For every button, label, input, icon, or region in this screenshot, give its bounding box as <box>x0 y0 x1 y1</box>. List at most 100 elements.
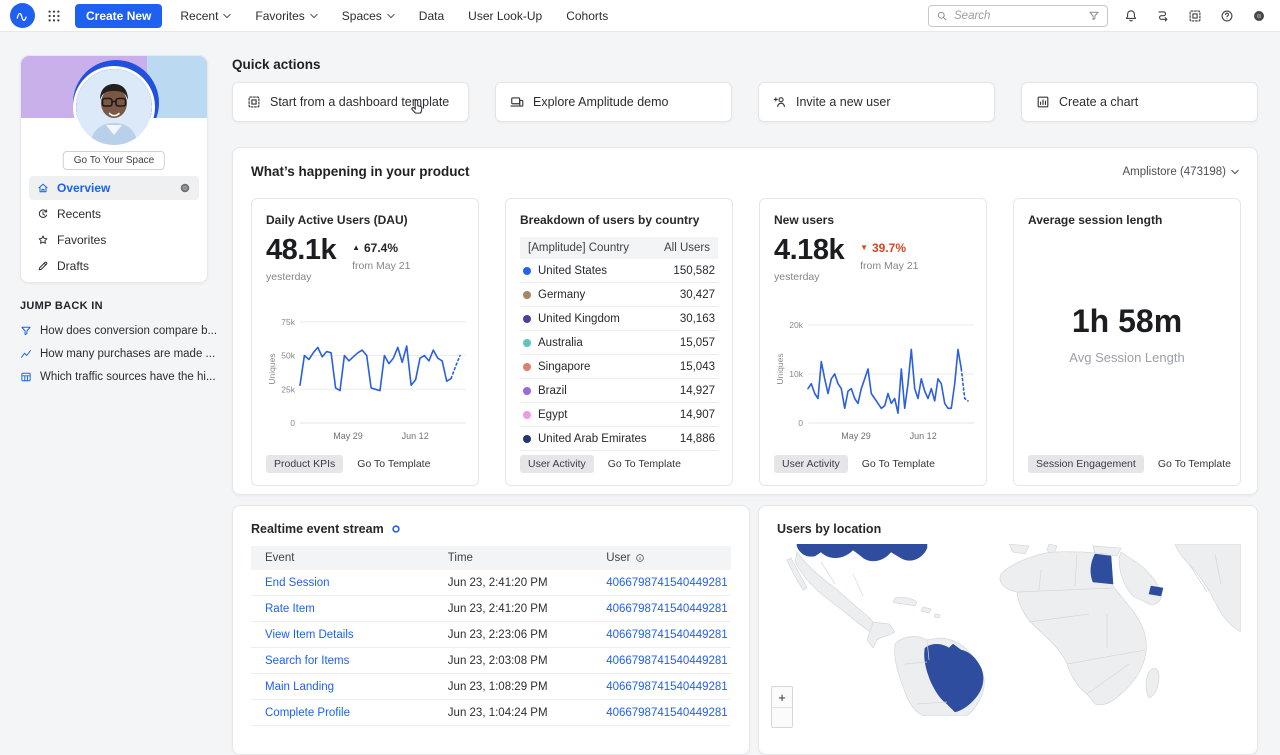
sidebar-item-drafts[interactable]: Drafts <box>29 254 199 278</box>
map-zoom-in-button[interactable]: + <box>772 687 792 707</box>
nav-item-spaces[interactable]: Spaces <box>342 9 395 23</box>
user-id-link[interactable]: 4066798741540449281 <box>606 681 728 693</box>
new-users-go-to-template-link[interactable]: Go To Template <box>862 458 935 470</box>
time-cell: Jun 23, 2:41:20 PM <box>448 603 606 615</box>
sidebar-item-label: Overview <box>57 181 110 195</box>
country-go-to-template-link[interactable]: Go To Template <box>608 458 681 470</box>
nav-item-recent[interactable]: Recent <box>180 9 231 23</box>
event-row: Search for ItemsJun 23, 2:03:08 PM406679… <box>251 648 731 674</box>
country-value: 30,427 <box>680 289 715 301</box>
search-input[interactable] <box>954 10 1082 22</box>
apps-grid-icon[interactable] <box>47 9 61 23</box>
help-icon[interactable] <box>1220 9 1234 23</box>
pencil-icon <box>37 260 49 272</box>
time-cell: Jun 23, 2:23:06 PM <box>448 629 606 641</box>
event-link[interactable]: Search for Items <box>265 655 349 667</box>
session-go-to-template-link[interactable]: Go To Template <box>1158 458 1231 470</box>
sidebar-item-favorites[interactable]: Favorites <box>29 228 199 252</box>
nav-item-user-look-up[interactable]: User Look-Up <box>468 9 542 23</box>
country-name: Australia <box>523 337 583 349</box>
country-row: Brazil 14,927 <box>520 379 718 403</box>
user-id-link[interactable]: 4066798741540449281 <box>606 629 728 641</box>
nav-item-data[interactable]: Data <box>419 9 444 23</box>
settings-icon[interactable] <box>1252 9 1266 23</box>
sidebar-item-recents[interactable]: Recents <box>29 202 199 226</box>
time-cell: Jun 23, 1:08:29 PM <box>448 681 606 693</box>
event-row: End Session Jun 23, 2:41:20 PM40667987415… <box>251 570 731 596</box>
demo-icon <box>510 95 524 109</box>
templates-icon[interactable] <box>1188 9 1202 23</box>
svg-text:Jun 12: Jun 12 <box>402 431 429 441</box>
dau-badge: Product KPIs <box>266 455 343 473</box>
caret-down-icon: ▼ <box>860 244 868 252</box>
search-box[interactable] <box>928 5 1108 27</box>
info-icon[interactable] <box>635 553 645 563</box>
dau-line-chart: 025k50k75kUniquesMay 29Jun 12 <box>266 305 464 452</box>
map-zoom-out-button[interactable] <box>772 707 792 727</box>
country-name: Brazil <box>523 385 567 397</box>
dau-change-caption: from May 21 <box>352 260 410 272</box>
nav-item-favorites[interactable]: Favorites <box>255 9 317 23</box>
svg-text:Jun 12: Jun 12 <box>910 431 937 441</box>
event-cell: End Session <box>251 577 448 589</box>
new-users-card: New users 4.18k yesterday ▼ 39.7% from M… <box>759 198 987 486</box>
project-selector[interactable]: Amplistore (473198) <box>1122 166 1239 178</box>
amplitude-logo-icon[interactable] <box>10 3 35 28</box>
journeys-icon[interactable] <box>1156 9 1170 23</box>
nav-item-label: Favorites <box>255 9 304 23</box>
country-row: Egypt14,907 <box>520 403 718 427</box>
event-link[interactable]: Main Landing <box>265 681 334 693</box>
time-cell: Jun 23, 2:41:20 PM <box>448 577 606 589</box>
whats-happening-panel: What’s happening in your product Amplist… <box>232 147 1258 495</box>
bell-icon[interactable] <box>1124 9 1138 23</box>
user-id-link[interactable]: 4066798741540449281 <box>606 577 728 589</box>
jump-back-item-label: Which traffic sources have the hi... <box>40 371 216 383</box>
user-id-link[interactable]: 4066798741540449281 <box>606 707 728 719</box>
jump-back-item-1[interactable]: How many purchases are made ... <box>20 348 220 360</box>
sidebar-item-overview[interactable]: Overview <box>29 176 199 200</box>
jump-back-item-2[interactable]: Which traffic sources have the hi... <box>20 371 220 383</box>
sidebar-menu: Overview RecentsFavorites Drafts <box>29 176 199 280</box>
dau-value: 48.1k <box>266 236 336 265</box>
avatar[interactable] <box>76 69 152 145</box>
country-name: Singapore <box>523 361 590 373</box>
world-map[interactable] <box>777 544 1241 716</box>
dau-value-caption: yesterday <box>266 271 336 283</box>
quick-action-create-a-chart[interactable]: Create a chart <box>1021 82 1258 122</box>
nav-item-cohorts[interactable]: Cohorts <box>566 9 608 23</box>
quick-action-explore-amplitude-demo[interactable]: Explore Amplitude demo <box>495 82 732 122</box>
filter-icon[interactable] <box>1088 10 1100 22</box>
country-value: 15,043 <box>680 361 715 373</box>
sidebar-item-label: Drafts <box>57 259 89 273</box>
dau-go-to-template-link[interactable]: Go To Template <box>357 458 430 470</box>
country-label: Germany <box>538 289 585 301</box>
quick-action-start-from-a-dashboard-template[interactable]: Start from a dashboard template <box>232 82 469 122</box>
user-cell: 4066798741540449281 <box>606 577 731 589</box>
svg-text:50k: 50k <box>281 351 295 361</box>
event-cell: Search for Items <box>251 655 448 667</box>
jump-back-item-0[interactable]: How does conversion compare b... <box>20 325 220 337</box>
event-link[interactable]: Complete Profile <box>265 707 350 719</box>
go-to-your-space-button[interactable]: Go To Your Space <box>63 151 165 170</box>
country-color-dot <box>523 315 531 323</box>
session-badge: Session Engagement <box>1028 455 1144 473</box>
event-link[interactable]: View Item Details <box>265 629 354 641</box>
country-label: United Kingdom <box>538 313 620 325</box>
nav-item-label: Recent <box>180 9 218 23</box>
jump-back-item-label: How many purchases are made ... <box>40 348 215 360</box>
event-col-header: Event <box>251 552 448 564</box>
overview-settings-icon[interactable] <box>179 182 191 194</box>
event-link[interactable]: Rate Item <box>265 603 315 615</box>
country-label: United States <box>538 265 607 277</box>
nav-item-label: Data <box>419 9 444 23</box>
quick-action-invite-a-new-user[interactable]: Invite a new user <box>758 82 995 122</box>
create-new-button[interactable]: Create New <box>75 4 162 28</box>
new-users-value-caption: yesterday <box>774 271 844 283</box>
recents-icon <box>37 208 49 220</box>
time-col-header: Time <box>448 552 606 564</box>
chevron-down-icon <box>223 13 231 19</box>
user-id-link[interactable]: 4066798741540449281 <box>606 655 728 667</box>
user-id-link[interactable]: 4066798741540449281 <box>606 603 728 615</box>
country-value: 14,927 <box>680 385 715 397</box>
event-link[interactable]: End Session <box>265 577 330 589</box>
